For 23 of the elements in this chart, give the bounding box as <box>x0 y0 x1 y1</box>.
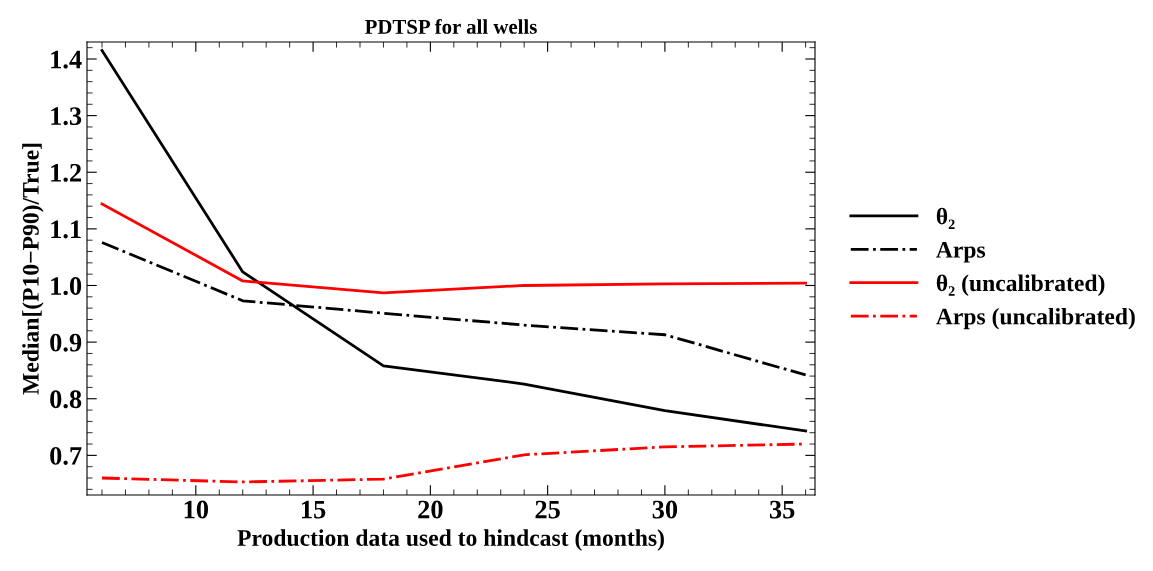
x-tick-label: 30 <box>652 500 678 519</box>
legend-label: θ₂ <box>936 207 955 229</box>
y-tick-label: 0.7 <box>50 446 82 465</box>
x-tick-label: 20 <box>418 500 443 519</box>
x-axis-title: Production data used to hindcast (months) <box>237 529 664 551</box>
x-tick-label: 35 <box>769 500 795 519</box>
legend-label: θ₂ (uncalibrated) <box>936 274 1105 296</box>
x-tick-label: 10 <box>184 500 209 519</box>
y-tick-label: 1.1 <box>51 220 81 239</box>
x-tick-label: 15 <box>302 500 326 519</box>
line-series <box>100 202 808 295</box>
y-axis-title: Median[(P10−P90)/True] <box>22 143 44 395</box>
y-tick-label: 1.2 <box>51 163 82 182</box>
y-tick-label: 1.0 <box>51 277 82 296</box>
chart-title: PDTSP for all wells <box>365 19 537 34</box>
y-tick-label: 1.3 <box>51 107 82 126</box>
legend-label: Arps (uncalibrated) <box>936 307 1135 330</box>
y-tick-label: 0.9 <box>50 333 82 352</box>
legend-label: Arps <box>936 241 986 263</box>
x-tick-label: 25 <box>535 500 560 519</box>
y-tick-label: 0.8 <box>50 390 82 409</box>
line-series <box>100 49 808 433</box>
y-tick-label: 1.4 <box>51 50 82 69</box>
